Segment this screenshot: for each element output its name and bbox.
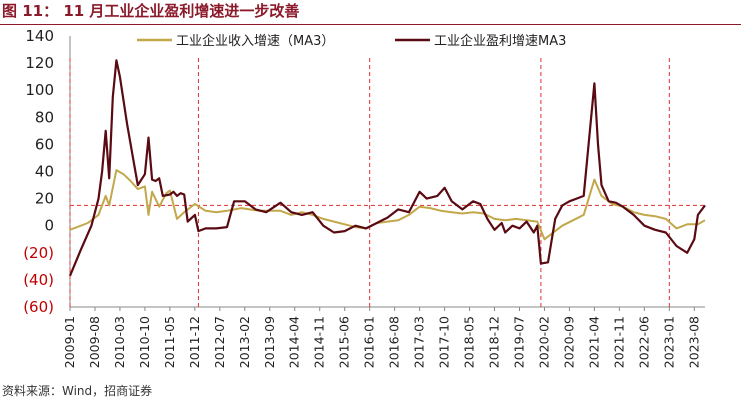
- figure-title: 图 11： 11 月工业企业盈利增速进一步改善: [2, 2, 300, 20]
- x-tick-label: 2020-09: [561, 316, 576, 368]
- reference-markers: [69, 58, 705, 307]
- x-tick-label: 2014-11: [312, 316, 327, 368]
- axis-layer: 140 120 100 80 60 40 20 0 (20) (40) (60) 2009-01 200…: [23, 27, 705, 368]
- x-tick-label: 2021-11: [611, 316, 626, 368]
- x-tick-label: 2020-02: [536, 316, 551, 368]
- x-tick-label: 2009-01: [62, 316, 77, 368]
- source-note: 资料来源：Wind，招商证券: [2, 384, 153, 398]
- x-tick-label: 2016-08: [387, 316, 402, 368]
- x-tick-label: 2013-09: [262, 316, 277, 368]
- y-tick-label: 20: [35, 190, 54, 208]
- y-tick-label: 100: [25, 81, 54, 99]
- y-tick-label: (20): [23, 244, 54, 262]
- legend: 工业企业收入增速（MA3） 工业企业盈利增速MA3: [137, 33, 566, 49]
- legend-profit-label: 工业企业盈利增速MA3: [434, 33, 566, 49]
- series-layer: [68, 59, 706, 277]
- x-tick-label: 2012-07: [212, 316, 227, 368]
- x-tick-label: 2014-04: [287, 316, 302, 368]
- legend-revenue-label: 工业企业收入增速（MA3）: [176, 33, 334, 49]
- x-tick-label: 2013-02: [237, 316, 252, 368]
- x-tick-label: 2023-01: [661, 316, 676, 368]
- x-tick-label: 2018-12: [487, 316, 502, 368]
- revenue-growth-line: [69, 169, 706, 241]
- x-tick-label: 2011-12: [187, 316, 202, 368]
- x-tick-label: 2023-08: [686, 316, 701, 368]
- x-tick-label: 2015-06: [337, 316, 352, 368]
- title-rule: [0, 24, 741, 25]
- x-tick-label: 2016-01: [362, 316, 377, 368]
- x-tick-label: 2018-05: [462, 316, 477, 368]
- y-tick-label: 0: [44, 217, 54, 235]
- x-tick-label: 2011-05: [162, 316, 177, 368]
- y-tick-label: 40: [35, 163, 54, 181]
- x-tick-label: 2010-10: [137, 316, 152, 368]
- y-tick-label: (60): [23, 298, 54, 316]
- x-tick-label: 2010-03: [112, 316, 127, 368]
- x-tick-label: 2017-10: [437, 316, 452, 368]
- x-tick-label: 2021-04: [586, 316, 601, 368]
- y-tick-label: 60: [35, 135, 54, 153]
- profit-growth-line: [68, 59, 706, 277]
- y-tick-label: 80: [35, 108, 54, 126]
- x-tick-label: 2022-06: [636, 316, 651, 368]
- x-tick-label: 2019-07: [511, 316, 526, 368]
- y-tick-label: (40): [23, 271, 54, 289]
- y-tick-label: 140: [25, 27, 54, 45]
- y-tick-label: 120: [25, 54, 54, 72]
- x-tick-label: 2017-03: [412, 316, 427, 368]
- x-tick-label: 2009-08: [87, 316, 102, 368]
